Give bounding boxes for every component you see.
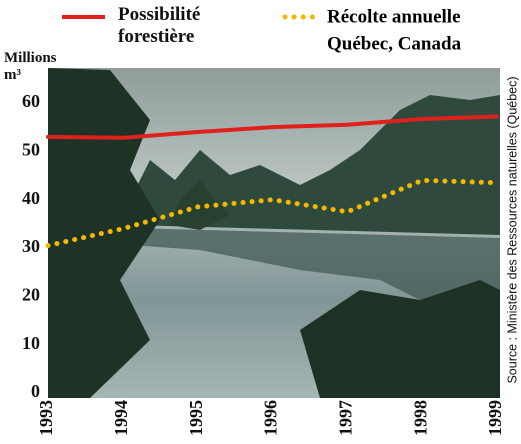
source: Source : Ministère des Ressources nature…: [505, 76, 519, 383]
y-tick-label: 40: [22, 188, 40, 208]
x-tick-label: 1993: [36, 400, 56, 436]
subtitle: Québec, Canada: [327, 33, 462, 54]
x-tick-label: 1994: [111, 400, 131, 436]
x-tick-label: 1997: [335, 400, 355, 436]
y-tick-label: 20: [22, 284, 40, 304]
background-photo: [48, 68, 500, 398]
y-axis-label: Millions m³: [4, 50, 57, 83]
x-tick-label: 1996: [261, 400, 281, 436]
x-tick-label: 1998: [410, 400, 430, 436]
y-tick-label: 50: [22, 139, 40, 159]
y-tick-label: 10: [22, 333, 40, 353]
legend-label: Récolte annuelle: [327, 6, 461, 27]
y-label-text: Millions m³: [4, 50, 57, 83]
y-tick-label: 30: [22, 236, 40, 256]
y-tick-label: 0: [31, 381, 40, 401]
series-line: [46, 114, 499, 140]
x-tick-label: 1995: [186, 400, 206, 436]
legend-text: Possibilité forestière: [118, 4, 201, 47]
legend-label: Possibilité forestière: [118, 4, 201, 47]
series-line: [45, 177, 500, 249]
x-tick-label: 1999: [485, 400, 505, 436]
y-tick-label: 60: [22, 91, 40, 111]
